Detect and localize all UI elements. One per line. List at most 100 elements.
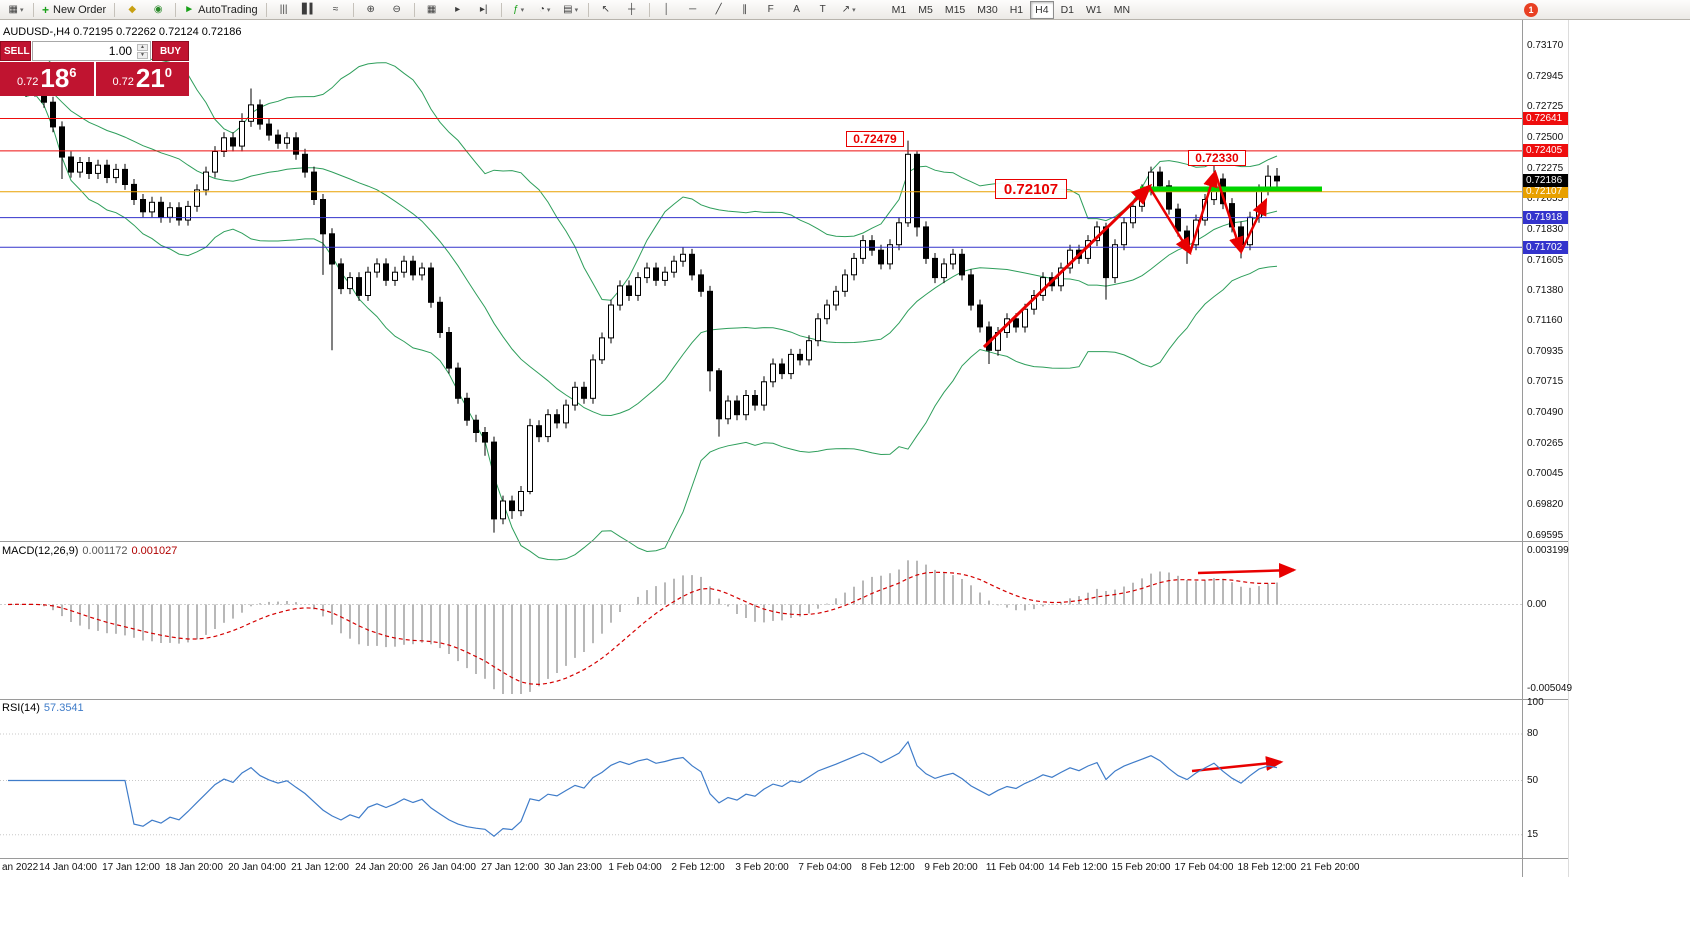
timeframe-w1-button[interactable]: W1: [1086, 3, 1102, 16]
data-window-icon[interactable]: ◉: [153, 3, 163, 15]
chart-macd-separator[interactable]: [0, 541, 1568, 542]
timeframe-m5-button[interactable]: M5: [918, 3, 933, 16]
bollinger-bands: [7, 41, 1278, 561]
bid-prefix: 0.72: [16, 76, 39, 88]
macd-axis-label: -0.005049: [1527, 683, 1573, 694]
metaeditor-icon[interactable]: ◆: [128, 3, 137, 15]
timeframe-h1-button[interactable]: H1: [1009, 3, 1024, 16]
rsi-axis-label: 15: [1527, 829, 1539, 840]
sell-button[interactable]: SELL: [0, 41, 31, 61]
price-axis-label: 0.72500: [1527, 132, 1564, 143]
bid-big-digits: 18: [40, 63, 70, 93]
ask-big-digits: 21: [135, 63, 165, 93]
rsi-name: RSI(14): [2, 702, 40, 714]
toolbar-group-separator: [265, 2, 267, 17]
support-line[interactable]: [1140, 186, 1322, 192]
price-axis-label: 0.70490: [1527, 407, 1564, 418]
lot-size-value: 1.00: [108, 44, 133, 58]
chart-shift-icon[interactable]: ▸|: [479, 3, 488, 15]
new-order-button[interactable]: + New Order: [42, 2, 107, 17]
timeframe-m15-button[interactable]: M15: [944, 3, 966, 16]
notification-icon[interactable]: 1: [1524, 3, 1538, 17]
channel-icon[interactable]: ∥: [742, 3, 748, 15]
rsi-timeaxis-separator[interactable]: [0, 858, 1568, 859]
rsi-axis-label: 50: [1527, 775, 1539, 786]
lot-size-field[interactable]: 1.00 ▲ ▼: [32, 41, 151, 61]
price-axis-label: 0.72945: [1527, 71, 1564, 82]
horizontal-line-icon[interactable]: ─: [689, 3, 697, 15]
indicators-icon[interactable]: ƒ ▾: [513, 3, 525, 15]
new-chart-icon[interactable]: ▦ ▾: [8, 3, 24, 15]
periods-icon[interactable]: ◔ ▾: [538, 3, 551, 15]
auto-scroll-icon[interactable]: ▸: [455, 3, 461, 15]
timeframe-m1-button[interactable]: M1: [891, 3, 907, 16]
vertical-line-icon[interactable]: │: [663, 3, 670, 15]
rsi-axis-label: 100: [1527, 697, 1544, 708]
time-axis-label: 27 Jan 12:00: [481, 862, 539, 873]
symbol-ohlc-line: AUDUSD-,H4 0.72195 0.72262 0.72124 0.721…: [3, 26, 242, 38]
arrows-icon[interactable]: ↗ ▾: [841, 3, 856, 15]
rsi-panel-graphics: [0, 733, 1522, 837]
ohlc-values: 0.72195 0.72262 0.72124 0.72186: [73, 26, 242, 38]
lot-increase-icon[interactable]: ▲: [137, 43, 148, 51]
price-axis-label: 0.71830: [1527, 224, 1564, 235]
price-axis-label: 0.70045: [1527, 468, 1564, 479]
toolbar-group-separator: [33, 2, 34, 17]
trendline-icon[interactable]: ╱: [715, 3, 722, 15]
candlestick-chart-icon[interactable]: ▋▍: [301, 3, 318, 15]
price-axis-label: 0.69820: [1527, 499, 1564, 510]
price-annotation-label: 0.72330: [1188, 150, 1246, 166]
price-axis-label: 0.69595: [1527, 530, 1564, 541]
cursor-icon[interactable]: ↖: [601, 3, 610, 15]
zoom-in-icon[interactable]: ⊕: [366, 3, 375, 15]
timeframe-d1-button[interactable]: D1: [1060, 3, 1075, 16]
lot-spinner[interactable]: ▲ ▼: [137, 43, 148, 59]
time-axis-label: 21 Jan 12:00: [291, 862, 349, 873]
bar-chart-icon[interactable]: |||: [279, 3, 288, 15]
time-axis-label: an 2022: [2, 862, 39, 873]
macd-axis-label: 0.003199: [1527, 545, 1569, 556]
time-axis-label: 17 Feb 04:00: [1174, 862, 1234, 873]
templates-icon[interactable]: ▤ ▾: [563, 3, 579, 15]
price-level-tag: 0.71702: [1523, 241, 1568, 254]
ask-pipette: 0: [164, 65, 173, 80]
symbol-name: AUDUSD-,H4: [3, 26, 71, 38]
price-axis-label: 0.70265: [1527, 438, 1564, 449]
ask-price-box[interactable]: 0.72 21 0: [95, 62, 189, 96]
macd-main-value: 0.001172: [82, 545, 128, 557]
time-axis-label: 30 Jan 23:00: [544, 862, 602, 873]
current-bid-tag: 0.72186: [1523, 174, 1568, 187]
price-axis-label: 0.72725: [1527, 101, 1564, 112]
price-level-tag: 0.72107: [1523, 185, 1568, 198]
toolbar-group-separator: [500, 2, 502, 17]
price-annotation-label: 0.72479: [846, 131, 904, 147]
autotrading-button[interactable]: ► AutoTrading: [184, 3, 258, 16]
price-axis-label: 0.71380: [1527, 285, 1564, 296]
time-axis-label: 26 Jan 04:00: [418, 862, 476, 873]
tile-windows-icon[interactable]: ▦: [426, 3, 437, 15]
time-axis-label: 7 Feb 04:00: [798, 862, 852, 873]
toolbar: ▦ ▾ + New Order ◆ ◉ ► AutoTrading ||| ▋▍ ≈ ⊕ ⊖ ▦ ▸ ▸| ƒ ▾…: [0, 0, 1690, 20]
time-axis-label: 3 Feb 20:00: [735, 862, 789, 873]
bid-price-box[interactable]: 0.72 18 6: [0, 62, 94, 96]
crosshair-icon[interactable]: ┼: [628, 3, 636, 15]
macd-rsi-separator[interactable]: [0, 699, 1568, 700]
timeframe-h4-button[interactable]: H4: [1030, 0, 1054, 19]
timeframe-mn-button[interactable]: MN: [1113, 3, 1131, 16]
line-chart-icon[interactable]: ≈: [332, 3, 339, 15]
price-axis-label: 0.71605: [1527, 255, 1564, 266]
toolbar-group-separator: [175, 2, 177, 17]
label-icon[interactable]: T: [819, 3, 826, 15]
time-axis-label: 18 Feb 12:00: [1237, 862, 1297, 873]
fibonacci-icon[interactable]: F: [767, 3, 774, 15]
text-icon[interactable]: A: [793, 3, 800, 15]
time-axis-label: 24 Jan 20:00: [355, 862, 413, 873]
price-axis-label: 0.71160: [1527, 315, 1563, 326]
zoom-out-icon[interactable]: ⊖: [392, 3, 401, 15]
timeframe-m30-button[interactable]: M30: [977, 3, 998, 16]
macd-signal-line: [7, 571, 1278, 686]
buy-button[interactable]: BUY: [152, 41, 189, 61]
rsi-label: RSI(14) 57.3541: [2, 702, 84, 714]
lot-decrease-icon[interactable]: ▼: [137, 51, 148, 59]
